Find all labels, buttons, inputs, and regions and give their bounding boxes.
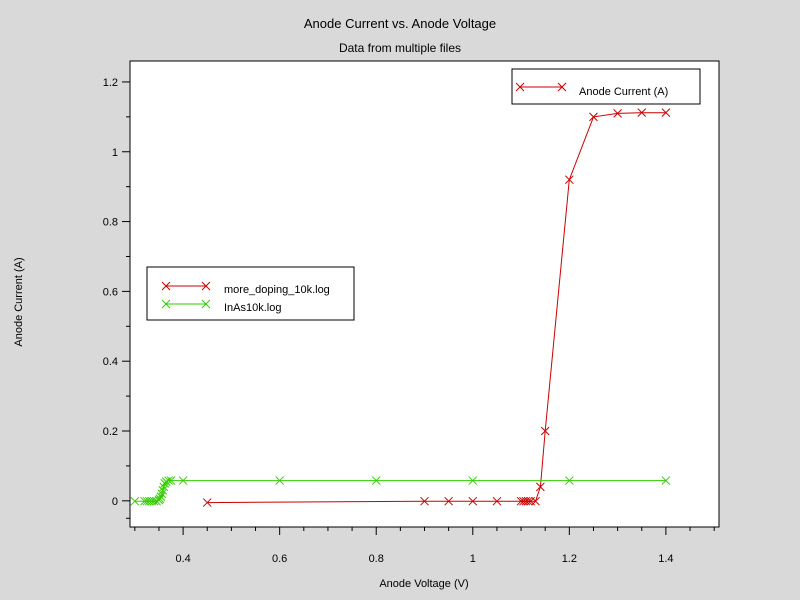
series-point-1 xyxy=(166,476,176,485)
series-point-0 xyxy=(531,496,540,506)
y-axis: 0 0.2 0.4 0.6 0.8 1 1.2 xyxy=(103,77,130,519)
series-point-0 xyxy=(540,426,550,436)
series-point-0 xyxy=(492,496,502,506)
y-tick-label: 0.8 xyxy=(103,217,118,229)
legend-marker-1 xyxy=(201,299,211,309)
series-point-0 xyxy=(536,482,545,492)
x-axis-label: Anode Voltage (V) xyxy=(379,578,468,590)
legend-marker-0 xyxy=(161,281,171,291)
series-legend-box xyxy=(146,266,355,321)
series-layer xyxy=(130,108,671,507)
variable-legend-label: Anode Current (A) xyxy=(579,86,668,98)
series-point-0 xyxy=(564,175,574,185)
series-point-1 xyxy=(564,476,574,485)
y-tick-label: 0.2 xyxy=(103,426,118,438)
x-axis: 0.4 0.6 0.8 1 1.2 1.4 xyxy=(134,527,715,565)
series-point-1 xyxy=(178,476,188,485)
variable-legend: Anode Current (A) xyxy=(511,68,701,105)
y-tick-label: 0.6 xyxy=(103,286,118,298)
series-point-1 xyxy=(157,489,167,499)
series-point-0 xyxy=(637,108,647,118)
series-point-0 xyxy=(444,496,453,506)
series-point-0 xyxy=(420,496,429,506)
series-point-0 xyxy=(468,496,478,506)
x-tick-label: 0.4 xyxy=(175,553,190,565)
series-point-0 xyxy=(523,496,533,506)
series-point-0 xyxy=(661,108,671,118)
variable-legend-marker xyxy=(515,82,567,92)
series-legend: more_doping_10k.log InAs10k.log xyxy=(146,266,355,321)
series-point-0 xyxy=(613,109,622,118)
legend-item-more-doping: more_doping_10k.log xyxy=(224,284,330,296)
series-point-1 xyxy=(155,494,165,504)
series-point-1 xyxy=(371,476,381,485)
series-point-1 xyxy=(158,485,168,495)
legend-marker-0 xyxy=(201,281,211,291)
series-point-1 xyxy=(156,492,166,501)
x-tick-label: 1 xyxy=(470,553,476,565)
y-tick-label: 0 xyxy=(112,496,118,508)
variable-legend-cross xyxy=(515,82,525,92)
series-point-1 xyxy=(275,476,285,485)
series-line-0 xyxy=(207,112,666,504)
x-tick-label: 0.6 xyxy=(272,553,287,565)
y-tick-label: 1 xyxy=(112,147,118,159)
series-point-0 xyxy=(589,112,598,122)
chart-subtitle: Data from multiple files xyxy=(339,41,461,55)
x-tick-label: 1.4 xyxy=(658,553,673,565)
variable-legend-cross xyxy=(557,82,567,92)
y-axis-label: Anode Current (A) xyxy=(13,257,25,346)
series-point-1 xyxy=(468,476,478,485)
x-tick-label: 1.2 xyxy=(562,553,577,565)
legend-marker-1 xyxy=(161,299,171,309)
chart-title: Anode Current vs. Anode Voltage xyxy=(304,16,496,31)
y-tick-label: 0.4 xyxy=(103,356,118,368)
series-point-1 xyxy=(130,496,140,506)
legend-item-inas10k: InAs10k.log xyxy=(224,302,281,314)
series-point-1 xyxy=(164,476,173,485)
series-point-1 xyxy=(159,482,169,492)
series-point-0 xyxy=(202,498,212,507)
series-point-1 xyxy=(661,476,671,485)
y-tick-label: 1.2 xyxy=(103,77,118,89)
x-tick-label: 0.8 xyxy=(369,553,384,565)
series-legend-markers xyxy=(161,281,211,309)
